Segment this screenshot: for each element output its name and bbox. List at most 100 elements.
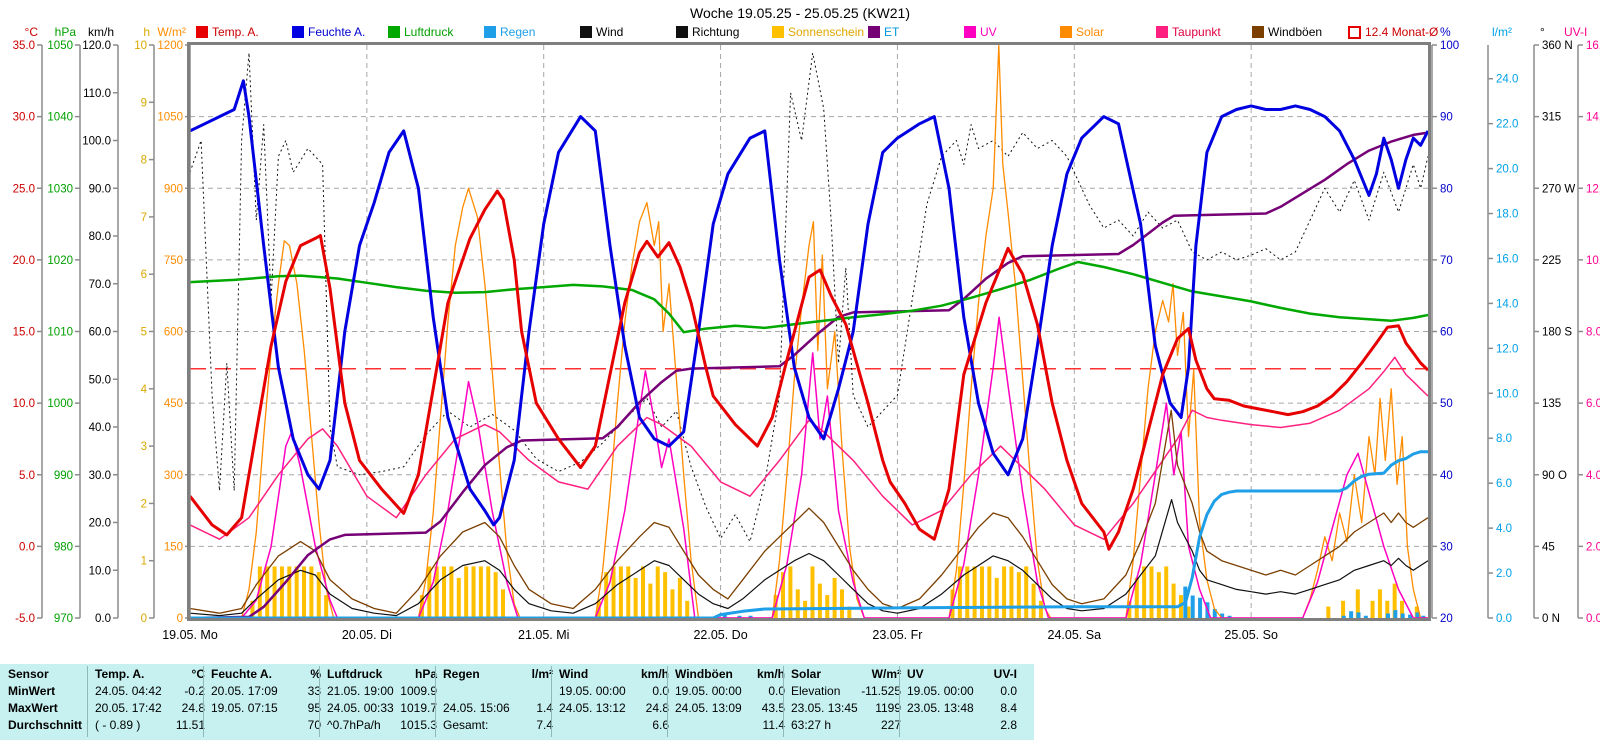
rain-bar	[1408, 614, 1413, 618]
tick-label: 0.0	[1496, 613, 1512, 625]
axis-unit-label: °	[1540, 25, 1545, 39]
legend-item-et: ET	[868, 25, 899, 39]
sunshine-bar	[419, 595, 424, 618]
tick-label: 900	[164, 183, 183, 195]
tick-label: 0.0	[1586, 613, 1600, 625]
tick-label: 1040	[47, 112, 73, 124]
rain-bar	[1212, 609, 1217, 618]
rain-bar	[1190, 595, 1195, 618]
rain-bar	[1198, 597, 1203, 618]
tick-label: 45	[1542, 541, 1555, 553]
row-header-sensor: Sensor	[8, 667, 49, 681]
table-separator	[551, 666, 552, 737]
tick-label: 30.0	[89, 470, 111, 482]
max-time: 24.05. 00:33	[327, 701, 394, 715]
col-unit: %	[310, 667, 321, 681]
legend-item-richtung: Richtung	[676, 25, 739, 39]
tick-label: 12.0	[1496, 343, 1518, 355]
sunshine-bar	[1377, 589, 1382, 618]
sunshine-bar	[1009, 566, 1014, 618]
sunshine-bar	[1156, 572, 1161, 618]
col-name: Temp. A.	[95, 667, 145, 681]
sunshine-bar	[272, 566, 277, 618]
tick-label: 1030	[47, 183, 73, 195]
sunshine-bar	[832, 577, 837, 618]
tick-label: 1	[141, 556, 147, 568]
tick-label: 10.0	[13, 398, 35, 410]
tick-label: 50.0	[89, 374, 111, 386]
tick-label: 4.0	[1496, 523, 1512, 535]
series-uv	[190, 316, 1428, 619]
tick-label: 0	[177, 613, 183, 625]
sunshine-bar	[994, 577, 999, 618]
legend-color-box	[1060, 26, 1072, 38]
sunshine-bar	[1385, 600, 1390, 618]
weather-chart: 35.030.025.020.015.010.05.00.0-5.0°C1050…	[13, 25, 1600, 642]
legend-label: Richtung	[692, 25, 740, 39]
sunshine-bar	[626, 566, 631, 618]
legend-item-windb-en: Windböen	[1252, 25, 1322, 39]
sunshine-bar	[1016, 572, 1021, 618]
sunshine-bar	[633, 577, 638, 618]
max-value: 8.4	[1000, 701, 1017, 715]
tick-label: 1000	[47, 398, 73, 410]
sunshine-bar	[250, 600, 255, 618]
rain-bar	[1349, 611, 1354, 618]
tick-label: 90 O	[1542, 470, 1567, 482]
legend-label: Windböen	[1268, 25, 1323, 39]
tick-label: 970	[54, 613, 73, 625]
sunshine-bar	[471, 566, 476, 618]
tick-label: 10.0	[1586, 255, 1600, 267]
sunshine-bar	[1142, 566, 1147, 618]
sunshine-bar	[670, 589, 675, 618]
sunshine-bar	[1164, 566, 1169, 618]
x-day-label: 20.05. Di	[342, 628, 392, 642]
avg-time: 63:27 h	[791, 718, 832, 732]
stats-table: Sensor MinWert MaxWert Durchschnitt Temp. A.…	[0, 664, 1034, 740]
tick-label: 0.0	[19, 541, 35, 553]
sunshine-bar	[302, 566, 307, 618]
rain-bar	[722, 614, 727, 618]
avg-value: 70	[307, 718, 321, 732]
sunshine-bar	[501, 589, 505, 618]
legend-color-box	[388, 26, 400, 38]
tick-label: 90.0	[89, 183, 111, 195]
series-feuchte	[189, 79, 1430, 527]
row-header-durchschnitt: Durchschnitt	[8, 718, 83, 732]
x-day-label: 25.05. So	[1224, 628, 1278, 642]
sunshine-bar	[449, 566, 454, 618]
col-name: UV	[907, 667, 924, 681]
min-value: 0.0	[768, 684, 785, 698]
tick-label: 100	[1440, 40, 1459, 52]
sunshine-bar	[957, 566, 962, 618]
table-separator	[203, 666, 204, 737]
axis-pct: 100 90 80 70 60 50 40 30 20%	[1431, 25, 1459, 625]
legend-label: Luftdruck	[404, 25, 454, 39]
avg-time: ^0.7hPa/h	[327, 718, 381, 732]
sunshine-bar	[788, 566, 793, 618]
series-taupunkt	[189, 356, 1429, 540]
legend-color-box	[292, 26, 304, 38]
tick-label: 50	[1440, 398, 1453, 410]
tick-label: 750	[164, 255, 183, 267]
axis-unit-label: km/h	[88, 25, 114, 39]
grid	[190, 45, 1428, 618]
legend-item-temp-a-: Temp. A.	[196, 25, 259, 39]
series-wind	[189, 499, 1429, 617]
max-time: 24.05. 15:06	[443, 701, 510, 715]
col-unit: l/m²	[531, 667, 553, 681]
col-unit: km/h	[640, 667, 669, 681]
tick-label: 0	[141, 613, 147, 625]
tick-label: 1200	[157, 40, 183, 52]
min-value: -0.2	[184, 684, 205, 698]
tick-label: 2	[141, 498, 147, 510]
tick-label: 25.0	[13, 183, 35, 195]
table-separator	[899, 666, 900, 737]
min-time: 20.05. 17:09	[211, 684, 278, 698]
x-day-label: 22.05. Do	[693, 628, 747, 642]
axis-wm2: 1200 1050 900 750 600 450 300 150 0 W/m²	[157, 25, 191, 625]
sunshine-bar	[618, 566, 623, 618]
axis-deg: 360 N 315 270 W 225 180 S 135 90 O 45 0 N °	[1533, 25, 1575, 625]
tick-label: 5.0	[19, 470, 35, 482]
